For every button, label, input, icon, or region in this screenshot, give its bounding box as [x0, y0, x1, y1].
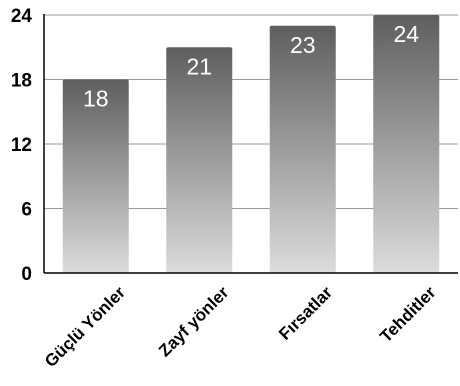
y-tick-label: 6: [21, 200, 32, 221]
data-label: 24: [393, 21, 419, 47]
y-tick-label: 12: [11, 135, 32, 156]
data-label: 21: [186, 53, 212, 79]
x-category-label: Zayf yönler: [155, 283, 233, 361]
x-category-label: Fırsatlar: [275, 283, 336, 344]
axes: [43, 14, 458, 274]
y-tick-label: 0: [21, 264, 32, 285]
data-label: 23: [290, 32, 316, 58]
y-tick-label: 24: [11, 6, 33, 27]
bars: [62, 15, 440, 273]
x-category-label: Tehditler: [376, 283, 440, 347]
x-category-label: Güçlü Yönler: [41, 283, 129, 371]
bar: [166, 47, 233, 273]
data-label: 18: [83, 86, 109, 112]
bar: [269, 25, 336, 273]
bar: [62, 79, 129, 273]
bar: [373, 15, 440, 273]
y-tick-label: 18: [11, 71, 32, 92]
